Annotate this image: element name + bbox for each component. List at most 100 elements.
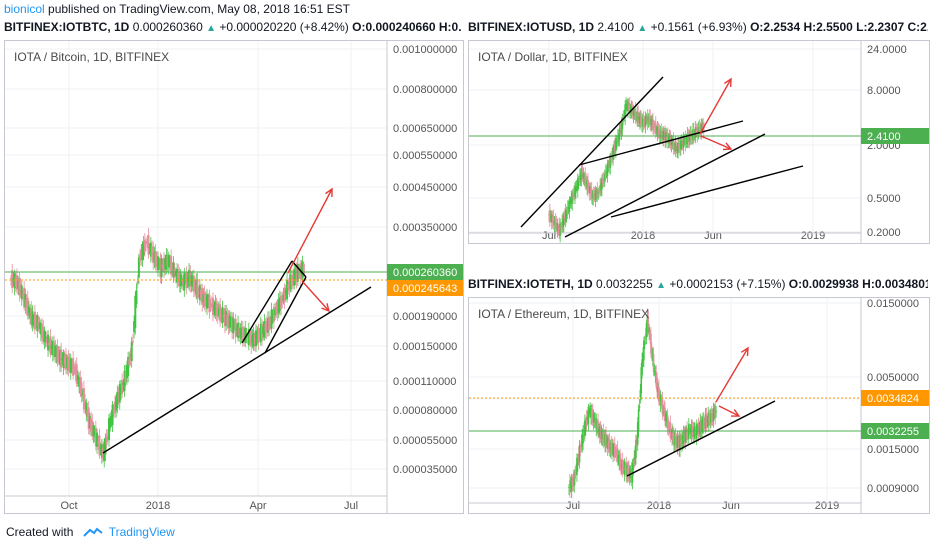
- candle-body: [615, 449, 618, 456]
- candle-body: [574, 471, 576, 479]
- candle-body: [54, 345, 57, 357]
- candle-body: [78, 377, 81, 387]
- candle-body: [41, 324, 44, 339]
- candle-body: [57, 352, 60, 360]
- candle-body: [561, 221, 563, 229]
- candle-body: [64, 354, 67, 370]
- candle-body: [176, 268, 179, 283]
- candle-body: [191, 277, 194, 287]
- candle-body: [599, 427, 601, 438]
- candle-body: [712, 408, 715, 422]
- candle-body: [148, 247, 151, 249]
- candle-body: [648, 327, 650, 333]
- candle-body: [601, 179, 603, 190]
- candle-body: [60, 349, 63, 368]
- candle-body: [694, 429, 696, 437]
- candle-body: [147, 234, 150, 255]
- iota-eth-plot[interactable]: 0.01500000.00500000.00300000.00150000.00…: [469, 298, 929, 513]
- candle-body: [552, 216, 555, 226]
- candle-body: [100, 444, 103, 458]
- candle-body: [662, 130, 665, 140]
- usd-ohlc: O:2.2534 H:2.5500 L:2.2307 C:2.41: [750, 20, 928, 34]
- candle-body: [146, 241, 149, 243]
- iota-btc-plot[interactable]: 0.001000000 0.000800000 0.000650000 0.00055…: [5, 41, 463, 513]
- tradingview-brand-link[interactable]: TradingView: [108, 525, 175, 539]
- candle-body: [281, 297, 284, 303]
- x-tick-label: 2019: [801, 230, 825, 242]
- candle-body: [29, 308, 32, 318]
- candle-body: [685, 431, 687, 438]
- candle-body: [641, 359, 643, 375]
- candle-body: [590, 408, 592, 418]
- candle-body: [85, 402, 88, 415]
- candle-body: [711, 413, 714, 420]
- publisher-username[interactable]: bionicol: [4, 2, 45, 16]
- candle-body: [618, 455, 621, 464]
- candle-body: [61, 358, 64, 361]
- iota-eth-title: IOTA / Ethereum, 1D, BITFINEX: [478, 307, 650, 321]
- candle-body: [593, 193, 596, 198]
- candle-body: [586, 179, 588, 188]
- candle-body: [289, 274, 292, 290]
- candle-body: [160, 258, 163, 278]
- candle-body: [290, 274, 293, 286]
- candle-body: [45, 338, 48, 344]
- candle-body: [606, 437, 609, 449]
- iota-btc-chart[interactable]: 0.001000000 0.000800000 0.000650000 0.00055…: [4, 40, 464, 514]
- candle-body: [551, 216, 554, 223]
- candle-body: [700, 421, 702, 432]
- candle-body: [259, 323, 262, 343]
- candle-body: [689, 133, 691, 141]
- candle-body: [25, 299, 28, 309]
- candle-body: [670, 137, 673, 146]
- candle-body: [152, 246, 155, 264]
- candle-body: [659, 131, 662, 138]
- candle-body: [15, 275, 18, 290]
- candle-body: [220, 311, 223, 317]
- candle-body: [683, 432, 686, 442]
- candle-body: [683, 140, 686, 143]
- iota-eth-chart[interactable]: 0.01500000.00500000.00300000.00150000.00…: [468, 297, 930, 514]
- candle-body: [687, 432, 689, 434]
- candle-body: [227, 313, 230, 328]
- candle-body: [654, 126, 656, 128]
- candle-body: [47, 334, 50, 351]
- candle-body: [614, 144, 616, 151]
- candle-body: [192, 275, 195, 292]
- candle-body: [572, 477, 575, 488]
- candle-body: [642, 118, 645, 128]
- usd-last: 2.4100: [597, 20, 635, 34]
- candle-body: [597, 192, 600, 194]
- candle-body: [51, 341, 54, 356]
- iota-usd-chart[interactable]: 24.0000 8.0000 2.0000 0.5000 0.2000 Jul 2018 Ju…: [468, 40, 930, 244]
- candle-body: [128, 358, 131, 365]
- x-tick-label: Apr: [249, 500, 266, 512]
- candle-body: [568, 199, 571, 212]
- candle-body: [654, 122, 657, 135]
- candle-body: [563, 215, 565, 226]
- candle-body: [673, 432, 675, 446]
- price-label-bg: [387, 280, 463, 296]
- candle-body: [644, 115, 647, 127]
- candle-body: [159, 257, 162, 278]
- candle-body: [589, 408, 591, 414]
- candle-body: [713, 410, 716, 417]
- candle-body: [651, 353, 654, 361]
- grid: [5, 41, 387, 496]
- y-tick-label: 0.5000: [867, 193, 901, 205]
- candle-body: [154, 251, 157, 268]
- candle-body: [553, 220, 556, 225]
- candle-body: [137, 257, 140, 278]
- candle-body: [282, 294, 285, 301]
- candle-body: [580, 441, 583, 449]
- candle-body: [710, 414, 712, 423]
- candle-body: [272, 307, 275, 322]
- candle-body: [258, 333, 261, 335]
- candle-body: [602, 430, 605, 444]
- trendline: [626, 400, 776, 477]
- candle-body: [167, 254, 170, 268]
- candle-body: [626, 105, 628, 107]
- projection-arrow-head: [325, 187, 333, 198]
- candle-body: [615, 138, 617, 152]
